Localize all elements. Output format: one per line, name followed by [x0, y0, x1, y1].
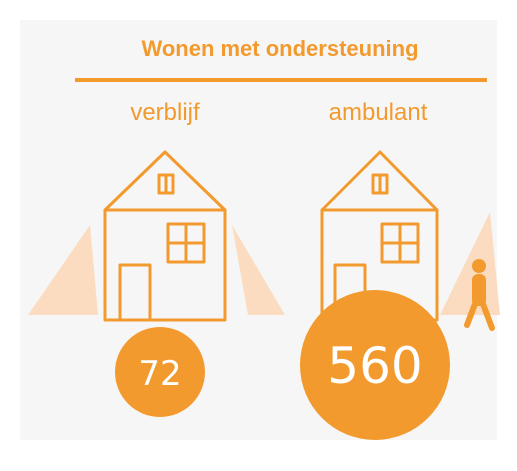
- item-label: verblijf: [130, 99, 200, 126]
- item-value: 560: [327, 337, 422, 395]
- title: Wonen met ondersteuning: [141, 36, 418, 61]
- item-value: 72: [138, 354, 181, 394]
- infographic: Wonen met ondersteuning verblijf ambulan…: [0, 0, 517, 471]
- item-label: ambulant: [329, 99, 428, 126]
